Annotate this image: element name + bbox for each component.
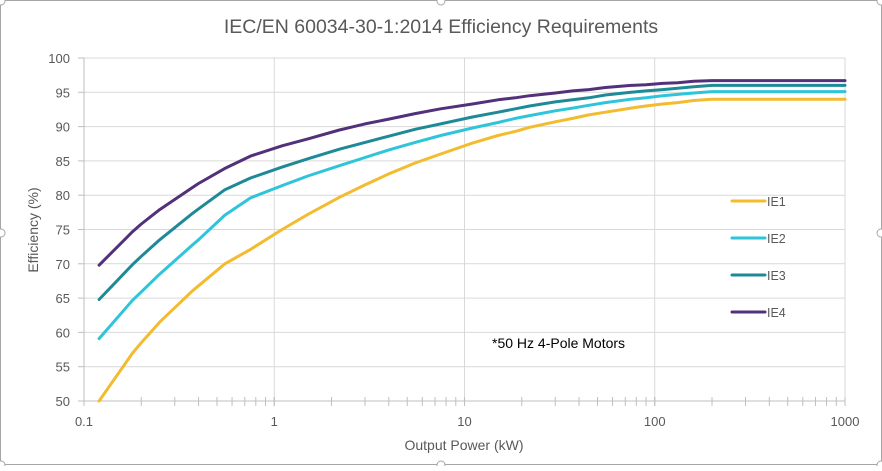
- y-tick-label: 65: [56, 291, 70, 306]
- resize-handle-bottom-middle[interactable]: [436, 460, 446, 470]
- legend-label-ie3: IE3: [767, 269, 786, 283]
- resize-handle-middle-right[interactable]: [876, 228, 882, 238]
- series-line-ie4: [97, 79, 847, 267]
- series-line-ie2: [97, 90, 847, 341]
- y-tick-label: 100: [48, 51, 70, 66]
- y-tick-label: 75: [56, 223, 70, 238]
- y-tick-label: 50: [56, 394, 70, 409]
- x-tick-label: 0.1: [75, 414, 93, 429]
- legend: IE1 IE2 IE3 IE4: [728, 195, 786, 320]
- legend-label-ie2: IE2: [767, 232, 786, 246]
- x-tick-label: 1: [271, 414, 278, 429]
- x-axis-label: Output Power (kW): [404, 437, 523, 453]
- resize-handle-middle-left[interactable]: [0, 228, 6, 238]
- legend-label-ie1: IE1: [767, 195, 786, 209]
- resize-handle-top-right[interactable]: [876, 0, 882, 6]
- chart-title: IEC/EN 60034-30-1:2014 Efficiency Requir…: [224, 16, 659, 38]
- annotation-note: *50 Hz 4-Pole Motors: [492, 335, 625, 351]
- resize-handle-top-left[interactable]: [0, 0, 6, 6]
- series: [97, 79, 847, 403]
- resize-handle-bottom-left[interactable]: [0, 460, 6, 470]
- y-tick-label: 95: [56, 85, 70, 100]
- series-line-ie3: [97, 83, 847, 301]
- x-tick-label: 100: [644, 414, 666, 429]
- legend-label-ie4: IE4: [767, 306, 786, 320]
- x-tick-label: 1000: [831, 414, 860, 429]
- y-tick-label: 90: [56, 120, 70, 135]
- axes: 50 55 60 65 70 75 80 85 90 95 100 0.1 1 10 100 1000: [48, 51, 859, 429]
- y-tick-label: 85: [56, 154, 70, 169]
- y-axis-label: Efficiency (%): [25, 187, 41, 272]
- x-tick-label: 10: [457, 414, 471, 429]
- grid: [84, 57, 846, 402]
- resize-handle-top-middle[interactable]: [436, 0, 446, 6]
- series-line-ie1: [97, 97, 847, 403]
- y-tick-label: 70: [56, 257, 70, 272]
- resize-handle-bottom-right[interactable]: [876, 460, 882, 470]
- y-tick-label: 55: [56, 360, 70, 375]
- y-tick-label: 60: [56, 325, 70, 340]
- y-tick-label: 80: [56, 188, 70, 203]
